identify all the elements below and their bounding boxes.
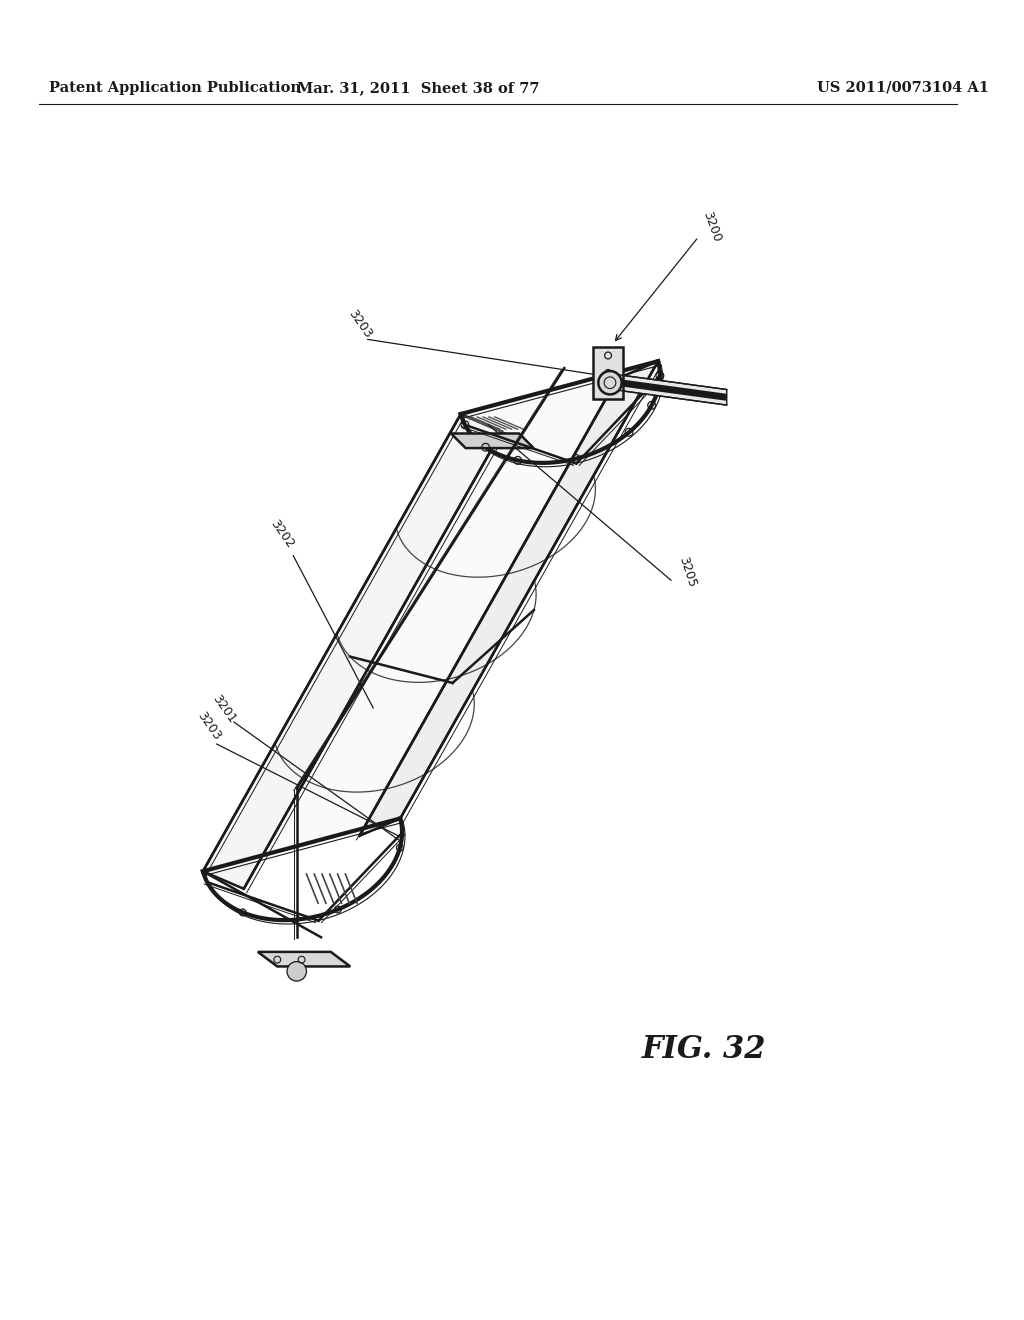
- Text: Mar. 31, 2011  Sheet 38 of 77: Mar. 31, 2011 Sheet 38 of 77: [297, 81, 540, 95]
- Text: Patent Application Publication: Patent Application Publication: [49, 81, 301, 95]
- Text: FIG. 32: FIG. 32: [642, 1034, 767, 1065]
- Circle shape: [287, 961, 306, 981]
- Text: 3200: 3200: [700, 210, 724, 244]
- Polygon shape: [594, 347, 623, 399]
- Text: 3202: 3202: [267, 517, 297, 550]
- Polygon shape: [359, 362, 658, 836]
- Text: US 2011/0073104 A1: US 2011/0073104 A1: [817, 81, 989, 95]
- Text: 3203: 3203: [195, 709, 223, 743]
- Text: 3201: 3201: [209, 692, 239, 725]
- Text: 3203: 3203: [345, 308, 375, 341]
- Polygon shape: [620, 375, 727, 405]
- Text: 3205: 3205: [676, 556, 698, 590]
- Polygon shape: [203, 414, 502, 888]
- Polygon shape: [258, 952, 350, 966]
- Circle shape: [598, 371, 622, 395]
- Polygon shape: [451, 433, 534, 447]
- Polygon shape: [203, 362, 658, 871]
